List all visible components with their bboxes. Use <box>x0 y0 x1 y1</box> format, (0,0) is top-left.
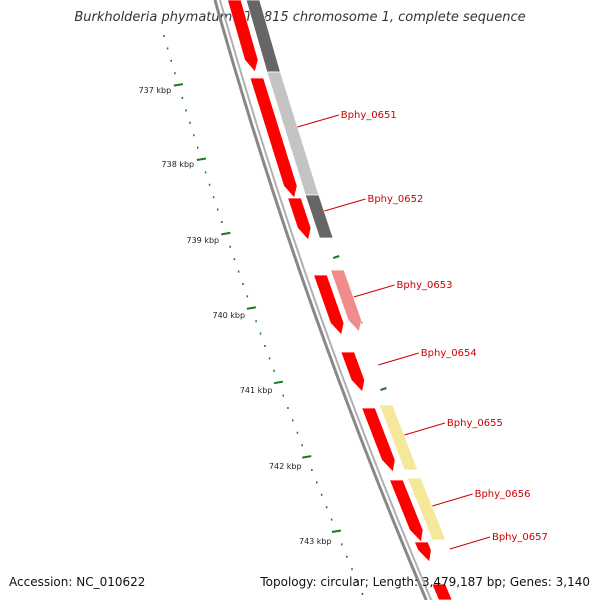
tick-mark <box>273 380 284 385</box>
gene-label-bphy-0652[interactable]: Bphy_0652 <box>367 194 423 205</box>
gene-feature[interactable] <box>413 541 432 563</box>
tick-mark <box>302 455 312 459</box>
map-title: Burkholderia phymatum STM815 chromosome … <box>74 10 526 25</box>
gene-label-bphy-0653[interactable]: Bphy_0653 <box>397 280 453 291</box>
backbone-line-outer <box>213 0 428 600</box>
gene-leader-bphy-0653 <box>353 284 395 298</box>
tick-mark <box>196 157 207 161</box>
gene-leader-bphy-0656 <box>432 493 473 507</box>
backbone-line-inner <box>219 0 433 600</box>
gene-label-bphy-0654[interactable]: Bphy_0654 <box>421 348 477 359</box>
summary-text: Topology: circular; Length: 3,479,187 bp… <box>260 575 590 589</box>
kbp-label-743: 743 kbp <box>299 537 332 546</box>
gene-leader-bphy-0651 <box>297 114 339 128</box>
gene-label-group[interactable]: Bphy_0651 Bphy_0652 Bphy_0653 Bphy_0654 … <box>297 110 548 550</box>
kbp-label-737: 737 kbp <box>139 86 172 95</box>
gene-label-bphy-0655[interactable]: Bphy_0655 <box>447 418 503 429</box>
gene-leader-bphy-0655 <box>404 422 446 436</box>
gene-feature[interactable] <box>249 77 298 199</box>
gene-feature[interactable] <box>329 269 362 333</box>
accession-text: Accession: NC_010622 <box>9 575 146 589</box>
tick-mark <box>246 306 257 310</box>
backbone-track <box>213 0 433 600</box>
gene-feature[interactable] <box>304 194 334 239</box>
feature-tick <box>380 387 387 391</box>
gene-feature[interactable] <box>388 479 424 543</box>
gene-track <box>227 0 453 600</box>
gene-feature[interactable] <box>406 477 447 541</box>
gene-leader-bphy-0652 <box>324 198 366 212</box>
gene-feature[interactable] <box>340 351 366 393</box>
tick-mark <box>221 231 231 236</box>
gene-label-bphy-0651[interactable]: Bphy_0651 <box>341 110 397 121</box>
gene-feature[interactable] <box>287 197 312 241</box>
gene-leader-bphy-0654 <box>378 352 419 366</box>
tick-mark <box>331 529 342 533</box>
kbp-label-group: 737 kbp 738 kbp 739 kbp 740 kbp 741 kbp … <box>139 86 332 546</box>
feature-tick <box>332 255 340 259</box>
gene-feature[interactable] <box>361 407 396 473</box>
kbp-label-741: 741 kbp <box>240 386 273 395</box>
kbp-label-740: 740 kbp <box>212 311 245 320</box>
gene-label-bphy-0656[interactable]: Bphy_0656 <box>475 489 531 500</box>
gene-leader-bphy-0657 <box>449 536 491 550</box>
gene-feature[interactable] <box>312 274 345 336</box>
gene-feature[interactable] <box>227 0 259 73</box>
kbp-label-738: 738 kbp <box>162 160 195 169</box>
tick-mark <box>173 83 184 87</box>
kbp-label-739: 739 kbp <box>187 236 220 245</box>
kbp-label-742: 742 kbp <box>269 462 302 471</box>
gene-feature[interactable] <box>431 583 453 600</box>
gene-label-bphy-0657[interactable]: Bphy_0657 <box>492 532 548 543</box>
gene-feature[interactable] <box>378 404 419 471</box>
